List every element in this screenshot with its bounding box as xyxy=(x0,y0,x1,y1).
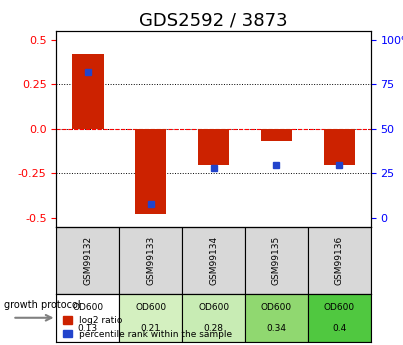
FancyBboxPatch shape xyxy=(245,294,308,342)
Text: GSM99136: GSM99136 xyxy=(335,236,344,285)
FancyBboxPatch shape xyxy=(119,227,182,294)
Title: GDS2592 / 3873: GDS2592 / 3873 xyxy=(139,11,288,29)
FancyBboxPatch shape xyxy=(308,294,371,342)
Legend: log2 ratio, percentile rank within the sample: log2 ratio, percentile rank within the s… xyxy=(61,314,234,341)
Text: GSM99135: GSM99135 xyxy=(272,236,281,285)
Text: 0.34: 0.34 xyxy=(266,324,287,333)
FancyBboxPatch shape xyxy=(245,227,308,294)
Bar xyxy=(261,129,292,141)
FancyBboxPatch shape xyxy=(56,294,119,342)
Bar xyxy=(198,129,229,165)
Text: OD600: OD600 xyxy=(261,303,292,312)
Bar xyxy=(324,129,355,165)
Text: OD600: OD600 xyxy=(324,303,355,312)
Text: 0.21: 0.21 xyxy=(141,324,161,333)
Bar xyxy=(135,129,166,214)
Text: GSM99134: GSM99134 xyxy=(209,236,218,285)
Text: OD600: OD600 xyxy=(135,303,166,312)
FancyBboxPatch shape xyxy=(119,294,182,342)
Bar xyxy=(72,54,104,129)
Text: GSM99132: GSM99132 xyxy=(83,236,92,285)
Text: 0.28: 0.28 xyxy=(204,324,224,333)
Text: OD600: OD600 xyxy=(198,303,229,312)
FancyBboxPatch shape xyxy=(182,227,245,294)
FancyBboxPatch shape xyxy=(56,227,119,294)
Text: 0.13: 0.13 xyxy=(78,324,98,333)
Text: OD600: OD600 xyxy=(72,303,104,312)
FancyBboxPatch shape xyxy=(182,294,245,342)
FancyBboxPatch shape xyxy=(308,227,371,294)
Text: GSM99133: GSM99133 xyxy=(146,236,155,285)
Text: growth protocol: growth protocol xyxy=(4,300,81,310)
Text: 0.4: 0.4 xyxy=(332,324,347,333)
